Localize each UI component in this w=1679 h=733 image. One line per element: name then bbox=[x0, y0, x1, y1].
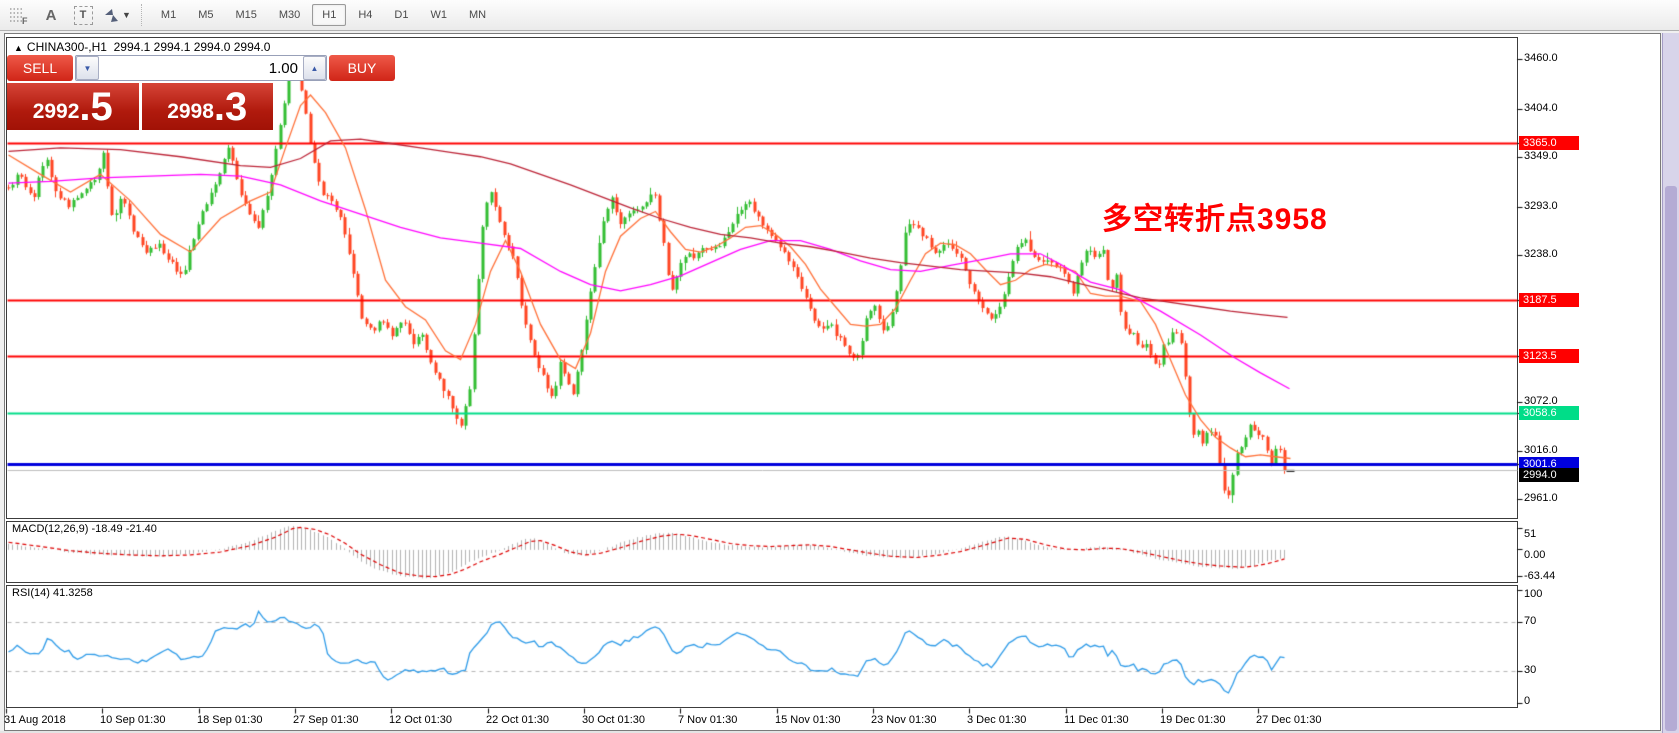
time-tick-label: 3 Dec 01:30 bbox=[967, 714, 1027, 726]
sell-price-box[interactable]: 2992.5 bbox=[7, 83, 139, 130]
rsi-tick-label: 70 bbox=[1524, 615, 1537, 628]
volume-increase-button[interactable]: ▲ bbox=[303, 56, 326, 80]
one-click-trading-panel: SELL ▼ ▲ BUY 2992.5 2998.3 bbox=[7, 55, 395, 130]
buy-price-pips: .3 bbox=[213, 84, 248, 129]
macd-tick-label: -63.44 bbox=[1524, 570, 1556, 582]
time-tick-label: 12 Oct 01:30 bbox=[389, 714, 452, 726]
sell-price-main: 2992 bbox=[32, 99, 80, 123]
time-tick-label: 23 Nov 01:30 bbox=[871, 714, 937, 726]
volume-spinner: ▼ ▲ bbox=[75, 55, 327, 81]
chart-annotation-text: 多空转折点3958 bbox=[1102, 203, 1328, 236]
buy-price-main: 2998 bbox=[167, 99, 214, 123]
buy-button[interactable]: BUY bbox=[329, 55, 395, 81]
price-tick-label: 3293.0 bbox=[1524, 199, 1558, 212]
sell-button[interactable]: SELL bbox=[7, 55, 73, 81]
time-tick-label: 30 Oct 01:30 bbox=[582, 714, 645, 726]
time-tick-label: 7 Nov 01:30 bbox=[678, 714, 738, 726]
volume-input[interactable] bbox=[99, 56, 303, 80]
chart-quotes: 2994.1 2994.1 2994.0 2994.0 bbox=[113, 40, 271, 54]
rsi-tick-label: 30 bbox=[1524, 663, 1537, 676]
time-tick-label: 31 Aug 2018 bbox=[4, 714, 66, 726]
time-tick-label: 19 Dec 01:30 bbox=[1160, 714, 1226, 726]
sell-price-pips: .5 bbox=[79, 84, 113, 129]
time-tick-label: 18 Sep 01:30 bbox=[197, 714, 263, 726]
time-tick-label: 10 Sep 01:30 bbox=[100, 714, 166, 726]
collapse-triangle-icon[interactable]: ▲ bbox=[14, 43, 23, 53]
level-price-badge: 3001.6 bbox=[1519, 456, 1579, 471]
time-tick-label: 22 Oct 01:30 bbox=[486, 714, 549, 726]
level-price-badge: 3123.5 bbox=[1519, 349, 1579, 364]
rsi-tick-label: 100 bbox=[1524, 588, 1543, 600]
time-tick-label: 27 Sep 01:30 bbox=[293, 714, 359, 726]
level-price-badge: 3365.0 bbox=[1519, 136, 1579, 150]
macd-tick-label: 0.00 bbox=[1524, 549, 1546, 562]
time-tick-label: 27 Dec 01:30 bbox=[1256, 714, 1322, 726]
time-tick-label: 11 Dec 01:30 bbox=[1064, 714, 1129, 726]
chart-symbol: CHINA300-,H1 bbox=[26, 40, 107, 54]
volume-decrease-button[interactable]: ▼ bbox=[76, 56, 99, 80]
level-price-badge: 3058.6 bbox=[1519, 406, 1579, 421]
chart-title: ▲ CHINA300-,H1 2994.1 2994.1 2994.0 2994.… bbox=[14, 40, 270, 54]
macd-tick-label: 51 bbox=[1524, 527, 1537, 540]
price-tick-label: 2961.0 bbox=[1524, 492, 1558, 505]
price-tick-label: 3238.0 bbox=[1524, 248, 1558, 261]
price-tick-label: 3349.0 bbox=[1524, 150, 1558, 163]
price-tick-label: 3460.0 bbox=[1524, 52, 1558, 65]
time-tick-label: 15 Nov 01:30 bbox=[775, 714, 841, 726]
rsi-indicator-label: RSI(14) 41.3258 bbox=[12, 587, 93, 599]
price-tick-label: 3072.0 bbox=[1524, 394, 1558, 407]
level-price-badge: 3187.5 bbox=[1519, 292, 1579, 307]
rsi-tick-label: 0 bbox=[1524, 695, 1531, 707]
buy-price-box[interactable]: 2998.3 bbox=[141, 83, 273, 130]
price-tick-label: 3404.0 bbox=[1524, 101, 1558, 114]
macd-indicator-label: MACD(12,26,9) -18.49 -21.40 bbox=[12, 523, 157, 535]
current-price-badge: 2994.0 bbox=[1519, 468, 1579, 483]
price-tick-label: 3016.0 bbox=[1524, 443, 1558, 456]
